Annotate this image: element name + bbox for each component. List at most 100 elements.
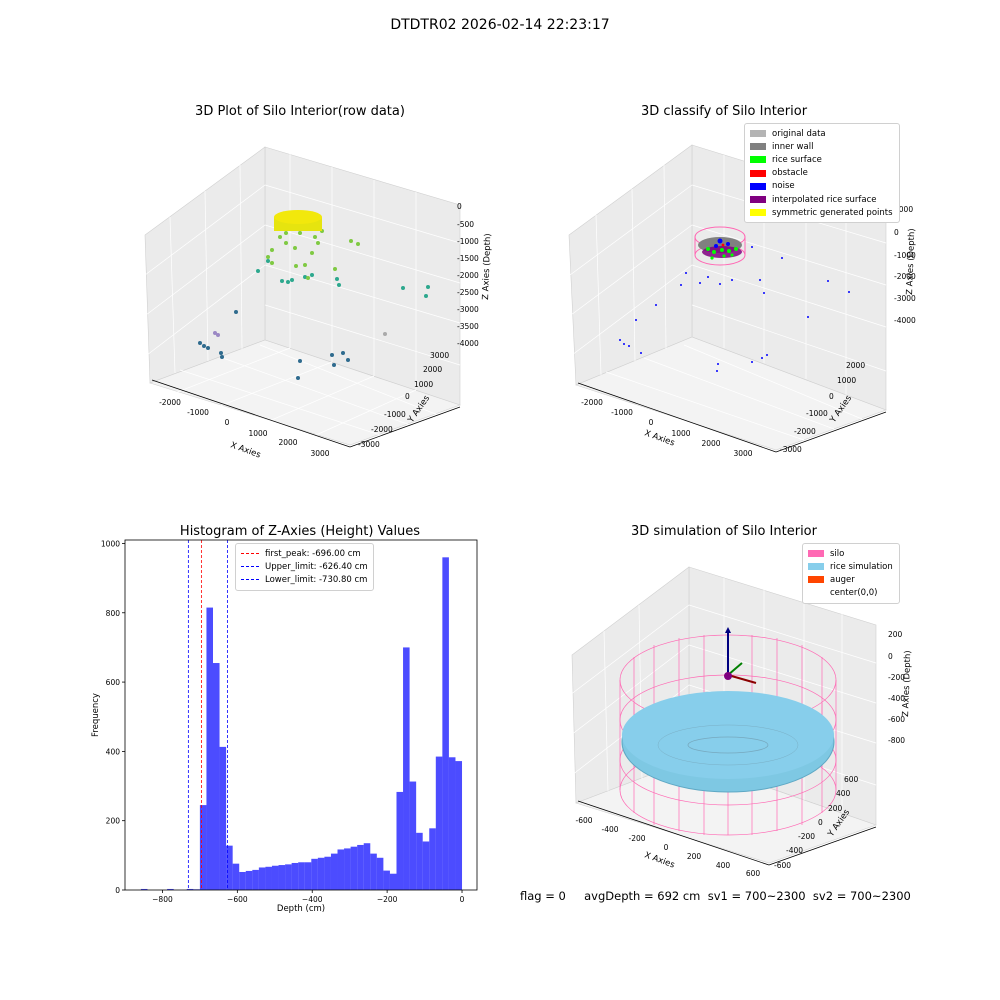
plot2-legend: original data inner wall rice surface ob… (744, 123, 900, 224)
plot4-xtick: -400 (601, 825, 618, 834)
histogram-bar (350, 846, 358, 890)
histogram-bar (442, 557, 449, 890)
plot1-ztick: -2500 (457, 288, 479, 297)
legend-item-label: center(0,0) (830, 588, 878, 599)
plot2-ztick: -3000 (894, 294, 916, 303)
legend-item-center: center(0,0) (808, 587, 893, 600)
plot2-xtick: 0 (649, 418, 654, 427)
plot1-xlabel: X Axies (229, 440, 262, 460)
histogram-bar (245, 870, 253, 890)
plot1-xtick: -2000 (159, 398, 181, 407)
plot1-ytick: 2000 (423, 365, 442, 374)
legend-swatch (750, 156, 766, 164)
legend-item-original-data: original data (750, 127, 893, 140)
legend-item-label: noise (772, 181, 795, 192)
legend-swatch (750, 143, 766, 151)
legend-item-interpolated-rice-surface: interpolated rice surface (750, 193, 893, 206)
plot1-xtick: 2000 (278, 438, 297, 447)
histogram-bar (396, 791, 404, 890)
histogram-bar (317, 857, 325, 890)
histogram-yticks: 0 200 400 600 800 1000 (101, 539, 125, 895)
plot1-ztick: -3500 (457, 322, 479, 331)
plot2-zlabel: Z Axies (Depth) (905, 228, 917, 295)
legend-swatch (750, 182, 766, 190)
plot4-ytick: -600 (774, 861, 791, 870)
histogram-bar (337, 849, 345, 890)
legend-line (241, 579, 259, 581)
histogram-chart: −800 −600 −400 −200 0 0 200 400 600 800 1000 Dept… (91, 539, 478, 914)
plot1-ytick: -3000 (358, 440, 380, 449)
plot2-ytick: -1000 (806, 409, 828, 418)
histogram-bar (409, 781, 417, 890)
legend-item-first-peak: first_peak: -696.00 cm (241, 547, 368, 560)
histogram-xticks: −800 −600 −400 −200 0 (152, 890, 465, 904)
legend-item-obstacle: obstacle (750, 167, 893, 180)
figure-title: DTDTR02 2026-02-14 22:23:17 (390, 17, 610, 33)
plot4-ztick: 200 (888, 630, 903, 639)
plot1-title: 3D Plot of Silo Interior(row data) (195, 104, 405, 119)
histogram-bar (422, 841, 430, 890)
histogram-ytick-label: 400 (106, 747, 121, 756)
histogram-bar (416, 832, 423, 890)
histogram-bar (304, 862, 312, 890)
histogram-bar (140, 888, 148, 890)
plot4-ztick: -400 (888, 694, 905, 703)
histogram-bar (370, 853, 377, 890)
plot4-xtick: -200 (628, 834, 645, 843)
plot1-ztick: -1500 (457, 254, 479, 263)
legend-item-symmetric-generated-points: symmetric generated points (750, 206, 893, 219)
legend-item-label: interpolated rice surface (772, 194, 877, 205)
plot1-ytick: -1000 (384, 410, 406, 419)
plot4-ytick: 200 (828, 804, 843, 813)
histogram-bar (232, 863, 240, 890)
histogram-ytick-label: 800 (106, 609, 121, 618)
legend-item-label: silo (830, 548, 845, 559)
legend-item-silo: silo (808, 547, 893, 560)
histogram-ytick-label: 1000 (101, 539, 120, 548)
plot2-ytick: 0 (829, 392, 834, 401)
plot1-ytick: -2000 (371, 425, 393, 434)
plot4-xtick: 0 (664, 843, 669, 852)
plot4-xtick: 200 (687, 852, 702, 861)
legend-item-inner-wall: inner wall (750, 140, 893, 153)
plot2-ztick: -2000 (894, 272, 916, 281)
plot4-ztick: -600 (888, 715, 905, 724)
histogram-bar (455, 761, 463, 890)
plot2-title: 3D classify of Silo Interior (640, 104, 808, 119)
histogram-bar (213, 663, 220, 890)
status-footer: flag = 0 avgDepth = 692 cm sv1 = 700~230… (520, 889, 911, 903)
legend-swatch (750, 130, 766, 138)
legend-swatch (808, 563, 824, 571)
plot2-xtick: -2000 (581, 398, 603, 407)
histogram-bar (278, 865, 286, 890)
plot2-xtick: 1000 (671, 429, 690, 438)
histogram-bar (239, 871, 246, 890)
plot2-3d-axes: -2000 -1000 0 1000 2000 3000 X Axies -30… (568, 144, 917, 458)
histogram-vlines (187, 540, 228, 890)
legend-item-rice-simulation: rice simulation (808, 560, 893, 573)
legend-item-label: symmetric generated points (772, 207, 893, 218)
histogram-xtick-label: −800 (152, 895, 173, 904)
legend-item-label: rice simulation (830, 561, 893, 572)
plot1-ytick: 0 (405, 392, 410, 401)
plot4-zlabel: Z Axies (Depth) (901, 650, 913, 717)
legend-item-upper-limit: Upper_limit: -626.40 cm (241, 560, 368, 573)
histogram-bar (448, 757, 456, 890)
legend-swatch (750, 169, 766, 177)
legend-swatch (808, 550, 824, 558)
plot1-ytick: 3000 (430, 351, 449, 360)
histogram-bar (199, 805, 207, 890)
plot4-legend: silo rice simulation auger center(0,0) (802, 543, 900, 604)
histogram-bar (403, 647, 410, 890)
plot2-ztick: -1000 (894, 251, 916, 260)
plot2-ytick: -3000 (780, 445, 802, 454)
histogram-xtick-label: −200 (377, 895, 398, 904)
legend-item-label: Lower_limit: -730.80 cm (265, 574, 368, 585)
histogram-ylabel: Frequency (91, 693, 101, 737)
plot1-zlabel: Z Axies (Depth) (481, 233, 493, 300)
plot1-xtick: 0 (225, 418, 230, 427)
plot4-ztick: 0 (888, 652, 893, 661)
histogram-bar (389, 873, 397, 890)
legend-swatch (808, 576, 824, 584)
legend-item-label: inner wall (772, 141, 814, 152)
